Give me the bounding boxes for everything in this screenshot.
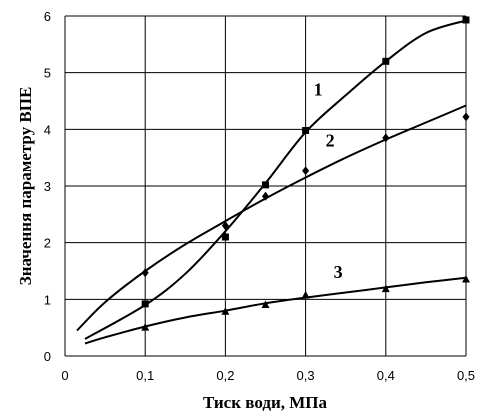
series-2-point bbox=[262, 191, 269, 201]
series-1-point bbox=[382, 57, 390, 65]
x-tick-label: 0,2 bbox=[216, 368, 234, 383]
x-tick-label: 0,4 bbox=[377, 368, 395, 383]
series-1-curve bbox=[84, 19, 467, 340]
series-2-point bbox=[221, 221, 229, 231]
x-tick-label: 0,3 bbox=[297, 368, 315, 383]
y-tick-label: 0 bbox=[44, 349, 51, 364]
y-tick-label: 5 bbox=[44, 66, 51, 81]
grid bbox=[64, 15, 467, 357]
series-2-point bbox=[382, 133, 390, 143]
series-3-point bbox=[381, 284, 390, 293]
series-1-point bbox=[302, 126, 310, 134]
series-3-point bbox=[141, 323, 150, 331]
y-tick-label: 3 bbox=[44, 179, 51, 194]
x-tick-labels: 0 0,1 0,2 0,3 0,4 0,5 bbox=[61, 368, 475, 383]
series-1-point bbox=[221, 233, 229, 241]
x-tick-label: 0,1 bbox=[136, 368, 154, 383]
series-2-point bbox=[462, 112, 470, 122]
y-tick-label: 6 bbox=[44, 9, 51, 24]
series-2-point bbox=[302, 166, 310, 176]
x-tick-label: 0 bbox=[61, 368, 68, 383]
series-1-point bbox=[462, 16, 470, 24]
data-markers bbox=[141, 16, 470, 331]
series-3-curve bbox=[84, 276, 467, 345]
y-tick-label: 4 bbox=[44, 122, 51, 137]
series-3-label: 3 bbox=[334, 262, 343, 282]
y-tick-label: 2 bbox=[44, 236, 51, 251]
series-labels: 1 2 3 bbox=[314, 79, 343, 281]
series-1-label: 1 bbox=[314, 79, 323, 99]
x-tick-label: 0,5 bbox=[457, 368, 475, 383]
series-3-point bbox=[261, 300, 270, 308]
series-3-point bbox=[301, 290, 310, 299]
y-tick-label: 1 bbox=[44, 292, 51, 307]
y-axis-title: Значення параметру ВПЕ bbox=[16, 87, 35, 286]
series-2-curve bbox=[76, 104, 467, 332]
series-1-point bbox=[262, 181, 269, 189]
y-tick-labels: 0 1 2 3 4 5 6 bbox=[44, 9, 51, 364]
trend-curves bbox=[76, 19, 467, 345]
series-3-point bbox=[462, 275, 470, 283]
series-3-point bbox=[221, 307, 230, 315]
series-1-point bbox=[141, 300, 149, 308]
series-2-label: 2 bbox=[326, 130, 335, 150]
series-2-point bbox=[141, 268, 149, 278]
x-axis-title: Тиск води, МПа bbox=[203, 393, 328, 412]
